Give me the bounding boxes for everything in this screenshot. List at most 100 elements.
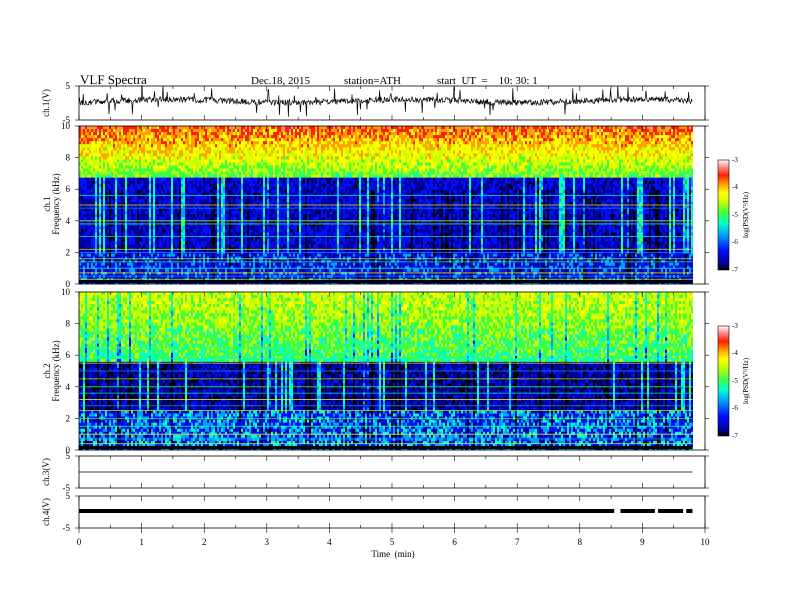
ch1s-cell xyxy=(187,241,189,245)
ch1s-cell xyxy=(257,238,259,242)
ch1s-cell xyxy=(95,208,97,212)
ch1s-cell xyxy=(263,217,265,221)
ch1s-cell xyxy=(217,265,219,270)
ch1s-cell xyxy=(207,262,209,267)
ch1s-cell xyxy=(223,262,225,267)
ch1s-cell xyxy=(101,211,103,215)
ch1s-cell xyxy=(165,165,167,169)
ch1s-cell xyxy=(103,153,105,157)
ch1s-cell xyxy=(85,126,87,130)
ch1s-cell xyxy=(187,159,189,163)
ch1s-cell xyxy=(111,244,113,248)
ch1s-cell xyxy=(165,217,167,221)
ch1s-cell xyxy=(207,229,209,233)
ch1s-cell xyxy=(109,168,111,172)
ch1s-cell xyxy=(83,223,85,227)
ch1s-cell xyxy=(251,162,253,166)
ch1s-cell xyxy=(157,144,159,148)
ch1s-cell xyxy=(91,271,93,276)
ch1s-cell xyxy=(233,211,235,215)
ch1s-cell xyxy=(213,244,215,248)
ch1s-cell xyxy=(253,259,255,264)
ch1s-cell xyxy=(201,135,203,139)
ch1s-cell xyxy=(99,195,101,200)
ch1s-cell xyxy=(161,271,163,276)
ch1s-cell xyxy=(241,226,243,230)
ch1s-cell xyxy=(173,244,175,248)
ch1s-cell xyxy=(177,138,179,142)
ch1s-cell xyxy=(133,129,135,133)
ch1s-cell xyxy=(133,186,135,191)
ch1s-cell xyxy=(119,198,121,203)
ch1s-cell xyxy=(85,235,87,239)
ch1s-cell xyxy=(167,159,169,163)
ch1s-cell xyxy=(265,189,267,194)
ch1s-cell xyxy=(99,174,101,178)
ch1s-cell xyxy=(107,138,109,142)
ch1s-cell xyxy=(253,223,255,227)
ch1s-cell xyxy=(161,174,163,178)
ch1s-cell xyxy=(209,165,211,169)
ch1s-cell xyxy=(93,174,95,178)
ch1s-cell xyxy=(109,138,111,142)
ch1s-cell xyxy=(133,235,135,239)
ch1s-cell xyxy=(229,232,231,236)
ch1s-cell xyxy=(261,232,263,236)
ch1s-cell xyxy=(205,217,207,221)
ch1s-cell xyxy=(245,126,247,130)
ch1s-cell xyxy=(191,159,193,163)
ch1s-cell xyxy=(221,211,223,215)
ch1s-cell xyxy=(81,162,83,166)
ch1s-cell xyxy=(193,253,195,257)
ch1s-cell xyxy=(187,198,189,203)
ch1s-cell xyxy=(201,192,203,197)
ch1s-cell xyxy=(139,189,141,194)
ch1s-cell xyxy=(119,129,121,133)
ch1s-cell xyxy=(177,262,179,267)
ch1s-cell xyxy=(115,214,117,218)
ch1s-cell xyxy=(127,189,129,194)
ch1s-cell xyxy=(135,271,137,276)
ch1s-cell xyxy=(105,268,107,273)
ch1s-cell xyxy=(227,147,229,151)
ch1s-cell xyxy=(203,162,205,166)
ch1s-cell xyxy=(249,183,251,188)
ch1s-cell xyxy=(197,271,199,276)
ch1s-cell xyxy=(209,174,211,178)
ch1s-cell xyxy=(87,265,89,270)
ch1s-cell xyxy=(97,174,99,178)
ch1s-cell xyxy=(229,183,231,188)
ch1s-cell xyxy=(133,147,135,151)
ch1s-cell xyxy=(179,238,181,242)
ch1s-cell xyxy=(137,177,139,181)
ch1s-cell xyxy=(163,183,165,188)
ch1s-cell xyxy=(209,180,211,185)
ch1s-cell xyxy=(87,141,89,145)
ch1s-cell xyxy=(241,138,243,142)
ch1s-cell xyxy=(229,198,231,203)
ch1s-cell xyxy=(213,192,215,197)
ch1s-cell xyxy=(145,244,147,248)
ch1s-cell xyxy=(161,156,163,160)
ch1s-cell xyxy=(149,141,151,145)
ch1s-cell xyxy=(199,126,201,130)
ch1s-cell xyxy=(141,271,143,276)
ch1s-cell xyxy=(105,214,107,218)
ch1s-cell xyxy=(245,271,247,276)
ch1s-cell xyxy=(177,141,179,145)
ch1s-cell xyxy=(247,232,249,236)
ch1s-cell xyxy=(235,195,237,200)
ch1s-cell xyxy=(199,268,201,273)
ch1s-cell xyxy=(215,138,217,142)
ch1s-cell xyxy=(87,150,89,154)
ch1s-cell xyxy=(107,159,109,163)
ch1s-cell xyxy=(165,211,167,215)
ch1s-cell xyxy=(151,271,153,276)
ch1s-cell xyxy=(253,150,255,154)
ch1s-cell xyxy=(121,186,123,191)
ch1s-cell xyxy=(201,253,203,257)
ch1s-cell xyxy=(191,274,193,279)
ch1s-cell xyxy=(91,268,93,273)
ch1s-cell xyxy=(231,208,233,212)
ch1s-cell xyxy=(143,168,145,172)
